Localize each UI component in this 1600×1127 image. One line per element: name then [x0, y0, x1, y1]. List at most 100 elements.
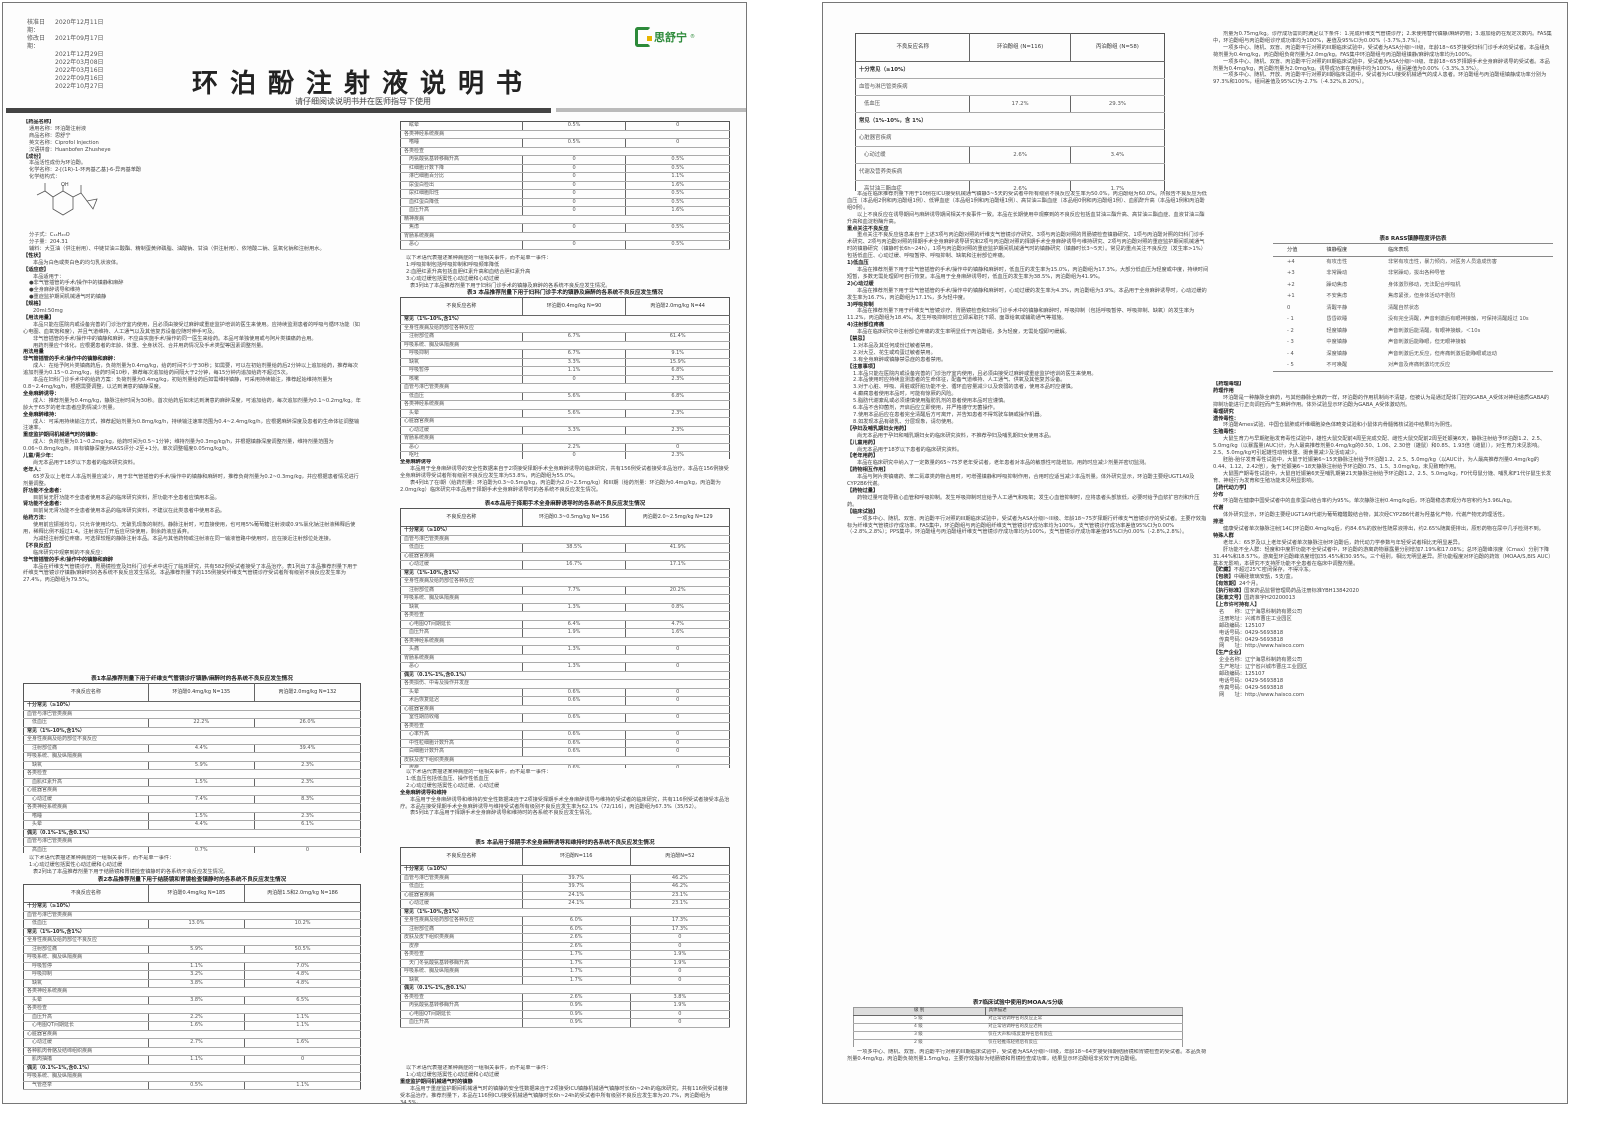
paragraph: 1:呼吸抑制包括呼吸抑制和呼吸频率降低: [406, 261, 500, 268]
paragraph: 1.对本品及其任何成份过敏者禁用。: [853, 342, 936, 349]
moaa-s-scale-table: 表7临床试验中使用的MOAA/S分级级 别具体描述 5 级对正常语调呼名的反应正常…: [853, 999, 1183, 1047]
value-cell: 0: [629, 1010, 730, 1019]
text-column: 以下术语代表描述某种病症的一组相关事件，而不是单一事件： 1:低血压包括低血压、操…: [400, 769, 730, 841]
value-cell: 0: [521, 164, 626, 173]
section-heading: 【不良反应】: [23, 542, 55, 549]
value-cell: 23.1%: [629, 899, 730, 909]
row-label: 心电图QT间期延长: [400, 1010, 523, 1019]
row-label: 眩晕: [400, 121, 523, 131]
table-row: 心率升高 0.6% 0: [400, 730, 730, 740]
paragraph: 以下术语代表描述某种病症的一组相关事件，而不是单一事件：: [406, 1065, 552, 1071]
section-heading: 老年人：: [23, 466, 44, 473]
row-label: 全身性疾病及给药部位各种反应: [400, 324, 730, 333]
table-row: 术后恢复延迟 0.6% 0: [400, 696, 730, 706]
section-heading: 【儿童用药】: [847, 439, 879, 446]
text-column: 剂量为0.75mg/kg。诊疗成功需同时满足以下条件：1.完成纤维支气管镜诊疗；…: [1213, 31, 1553, 236]
value-cell: 0: [629, 976, 730, 985]
section-heading: 【临床试验】: [847, 508, 879, 515]
value-cell: 0: [625, 696, 730, 706]
row-label: 血压升高: [400, 1018, 523, 1028]
value-cell: 1.9%: [629, 959, 730, 968]
paragraph: 以下术语代表描述某种病症的一组相关事件，而不是单一事件：: [406, 255, 552, 261]
value-cell: 6.8%: [625, 392, 730, 401]
value-cell: 39.7%: [521, 882, 631, 892]
section-heading: 【药品名称】: [23, 119, 55, 125]
row-label: 皮肤及皮下组织类疾病: [400, 756, 730, 765]
table-row: 注射部位痛 7.7% 20.2%: [400, 586, 730, 595]
value-cell: 0: [521, 198, 626, 207]
table-group-row: 血管与淋巴管类疾病: [400, 383, 730, 393]
value-cell: 16.7%: [521, 560, 626, 570]
table-group-row: 常见（1%-10%,含1%）: [23, 727, 361, 736]
column-header: 环泊酚0.4mg/kg N=185: [147, 884, 245, 903]
adverse-reaction-table-4: 表4本品用于择期手术全身麻醉诱导时的各系统不良反应发生情况 不良反应名称 环泊酚0.…: [400, 500, 730, 768]
value-cell: 1.5%: [147, 778, 255, 787]
paragraph: 2:心动过缓包括窦性心动过缓、心动过缓: [406, 782, 500, 789]
table-row: +2 躁动焦虑 身体激烈移动，无法配合呼吸机: [1273, 280, 1553, 292]
table-group-row: 偶见（0.1%-1%,含0.1%）: [23, 829, 361, 838]
table-cell: 非常躁动: [1326, 270, 1348, 277]
table-row: 淋巴细胞百分比 0 1.1%: [400, 172, 730, 182]
value-cell: 0: [625, 443, 730, 452]
value-cell: 0.6%: [521, 688, 626, 697]
column-header: 丙泊酚2.0mg/kg N=132: [253, 683, 361, 702]
table-group-row: 各类神经系统疾病: [400, 130, 730, 139]
table-group-row: 常见（1%-10%,含1%）: [400, 315, 730, 325]
value-cell: 2.6%: [969, 146, 1071, 164]
table-cell: 深度镇静: [1326, 350, 1348, 357]
row-label: 精神疾病: [400, 215, 730, 224]
value-cell: 3.3%: [521, 358, 626, 367]
row-label: 呼吸系统、胸及纵隔疾病: [400, 594, 730, 604]
value-cell: 0: [521, 206, 626, 216]
row-label: 红细胞计数下降: [400, 164, 523, 173]
table-row: 恶心 1.3% 0: [400, 662, 730, 672]
value-cell: 0: [625, 739, 730, 748]
value-cell: 0.8%: [625, 603, 730, 612]
paragraph: 化学名称：2-[(1R)-1-环丙基乙基]-6-异丙基苯酚: [29, 167, 142, 174]
paragraph: 老年人：65岁及以上老年受试者单次静脉注射环泊酚后，药代动力学参数与年轻受试者相…: [1223, 539, 1464, 546]
paragraph: 3.对于心脏、呼吸、肾脏或肝脏功能不全、循环血容量减少以及衰弱的患者，使用本品时…: [853, 384, 1076, 391]
table-group-row: 呼吸系统、胸及纵隔疾病: [23, 1072, 361, 1082]
value-cell: 4.8%: [244, 970, 361, 980]
paragraph: 剂量为0.75mg/kg。诊疗成功需同时满足以下条件：1.完成纤维支气管镜诊疗；…: [1213, 31, 1552, 44]
value-cell: 17.1%: [625, 560, 730, 570]
table-row: 皮疹 2.6% 0: [400, 942, 730, 951]
table-group-row: 心脏器官疾病: [23, 1030, 361, 1039]
column-header: 不良反应名称: [400, 297, 523, 316]
row-label: 心动过缓: [855, 146, 970, 164]
section-heading: 【药理毒理】: [1213, 381, 1245, 387]
value-cell: 6.0%: [521, 925, 631, 934]
paragraph: 肝功能不全人群：轻度和中度肝功能不全受试者中，环泊酚的游离药物暴露量分别增加7.…: [1213, 546, 1551, 567]
table-group-row: 各类神经系统疾病: [400, 400, 730, 410]
revision-date: 2021年09月17日: [55, 35, 104, 42]
value-cell: 2.3%: [625, 409, 730, 418]
row-label: 偶见（0.1%-1%,含0.1%）: [400, 671, 730, 680]
table-row: 头晕 5.6% 2.3%: [400, 409, 730, 418]
paragraph: 1:低血压包括低血压、操作性低血压: [406, 775, 489, 782]
value-cell: 1.7%: [521, 976, 631, 985]
value-cell: 0: [521, 172, 626, 182]
row-label: 恶心: [400, 443, 523, 452]
row-label: 室性期前收缩: [400, 713, 523, 723]
rass-scale-table: 表8 RASS镇静程度评估表 分值 镇静程度 临床表现 +4 有攻击性 非常有攻击性，暴力倾…: [1273, 235, 1553, 380]
value-cell: 6.5%: [244, 996, 361, 1005]
table-title: 表7临床试验中使用的MOAA/S分级: [972, 1000, 1064, 1006]
section-heading: 【药物相互作用】: [847, 467, 889, 474]
row-label: 全身性疾病及给药部位各种反应: [400, 577, 730, 587]
row-label: 常见（1%-10%,含1%）: [400, 315, 730, 325]
table-header-row: 不良反应名称 环泊酚组 (N=116) 丙泊酚组 (N=58): [855, 33, 1165, 62]
table-row: 心动过缓 7.4% 8.3%: [23, 795, 361, 804]
value-cell: 2.6%: [521, 933, 631, 943]
section-heading: 毒理研究: [1213, 408, 1234, 415]
adverse-reaction-table-6: 不良反应名称 环泊酚组 (N=116) 丙泊酚组 (N=58) 十分常见（≥10%）血…: [855, 33, 1165, 191]
value-cell: 0: [625, 747, 730, 757]
table-group-row: 呼吸系统、胸及纵隔疾病 1.7% 0: [400, 967, 730, 977]
table-row: 丙氨酸氨基转移酶升高 0.9% 1.9%: [400, 1001, 730, 1011]
value-cell: 0.6%: [521, 730, 626, 740]
value-cell: 0: [625, 645, 730, 655]
paragraph: 2:血胆红素升高包括血胆红素升高和血结合胆红素升高: [406, 268, 531, 275]
table-row: 缺氧 5.9% 2.3%: [23, 761, 361, 770]
section-heading: 全身麻醉诱导: [400, 459, 432, 465]
table-row: 天门冬氨酸氨基转移酶升高 1.7% 1.9%: [400, 959, 730, 968]
table-group-row: 皮肤及皮下组织类疾病 2.6% 0: [400, 933, 730, 943]
